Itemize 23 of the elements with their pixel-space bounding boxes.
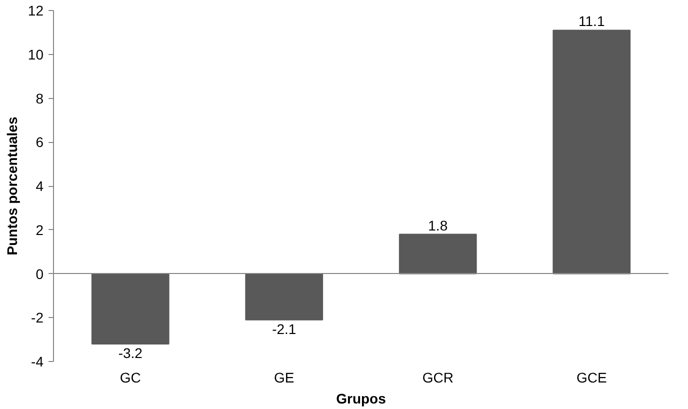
y-tick-label: 2: [36, 222, 44, 238]
data-label: -2.1: [272, 320, 296, 337]
data-label: 1.8: [428, 217, 448, 234]
y-tick-label: 6: [36, 134, 44, 150]
bar: [398, 234, 477, 274]
y-tick-label: 8: [36, 90, 44, 106]
x-tick-label: GE: [274, 370, 294, 386]
data-label: -3.2: [118, 344, 143, 361]
bar: [245, 273, 324, 320]
bar: [552, 30, 631, 274]
y-tick-label: 4: [36, 178, 44, 194]
x-axis-title: Grupos: [336, 390, 386, 406]
data-label: 11.1: [578, 13, 605, 30]
y-tick-label: -4: [31, 354, 44, 370]
bar: [91, 273, 170, 344]
x-tick-label: GC: [120, 370, 141, 386]
y-tick-label: 12: [28, 2, 44, 18]
y-tick-label: 10: [28, 46, 44, 62]
x-tick-label: GCR: [422, 370, 454, 386]
y-tick-label: -2: [31, 310, 44, 326]
y-tick-label: 0: [36, 266, 44, 282]
x-tick-label: GCE: [576, 370, 607, 386]
y-axis-title: Puntos porcentuales: [4, 116, 20, 256]
